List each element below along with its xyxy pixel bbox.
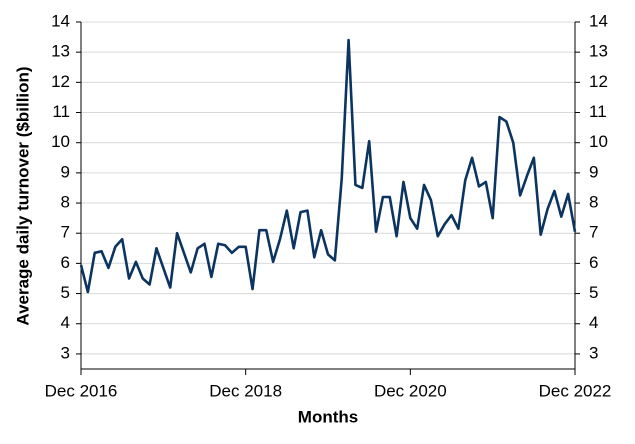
y2-tick-label: 12: [589, 72, 608, 91]
x-tick-label: Dec 2022: [539, 381, 612, 400]
y-tick-label: 3: [61, 343, 70, 362]
y2-tick-label: 11: [589, 102, 607, 121]
x-tick-label: Dec 2018: [209, 381, 282, 400]
y2-tick-label: 7: [589, 223, 598, 242]
y2-tick-label: 9: [589, 162, 598, 181]
x-axis-title: Months: [298, 407, 358, 426]
y2-tick-label: 4: [589, 313, 598, 332]
y-tick-label: 8: [61, 193, 70, 212]
y2-tick-label: 13: [589, 42, 608, 61]
y-tick-label: 4: [61, 313, 70, 332]
series-line: [79, 38, 577, 294]
y-tick-label: 11: [52, 102, 70, 121]
y2-tick-label: 8: [589, 193, 598, 212]
y-tick-label: 6: [61, 253, 70, 272]
x-tick-label: Dec 2020: [374, 381, 447, 400]
y2-tick-label: 6: [589, 253, 598, 272]
y-tick-label: 10: [51, 132, 70, 151]
y2-tick-label: 3: [589, 343, 598, 362]
y-tick-label: 7: [61, 223, 70, 242]
y-tick-label: 13: [51, 42, 70, 61]
y2-tick-label: 5: [589, 283, 598, 302]
y-tick-label: 14: [51, 11, 70, 30]
y2-tick-label: 14: [589, 11, 608, 30]
x-tick-label: Dec 2016: [45, 381, 118, 400]
y-tick-label: 5: [61, 283, 70, 302]
y-tick-label: 9: [61, 162, 70, 181]
y-tick-label: 12: [51, 72, 70, 91]
y-axis-title: Average daily turnover ($billion): [13, 66, 32, 325]
y2-tick-label: 10: [589, 132, 608, 151]
